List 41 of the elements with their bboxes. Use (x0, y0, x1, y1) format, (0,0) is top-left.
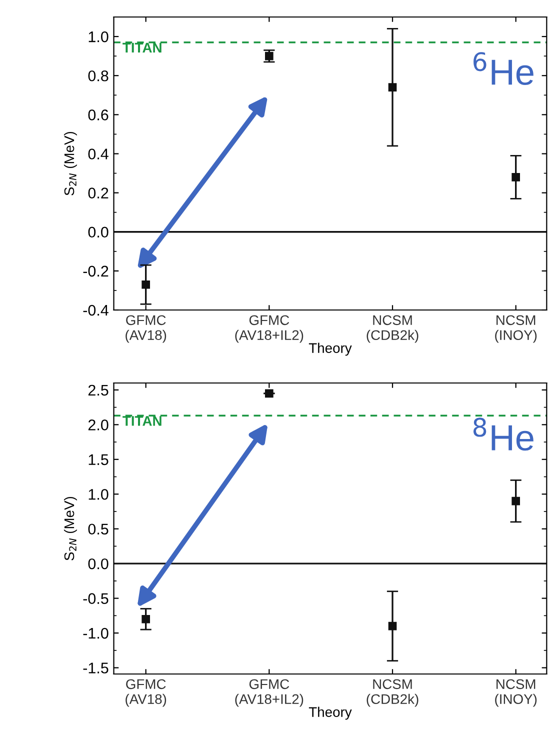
y-tick-label: -0.5 (83, 593, 108, 604)
point (388, 83, 397, 92)
y-tick-label: 0.4 (88, 148, 108, 160)
x-tick-label: NCSM (INOY) (495, 315, 537, 343)
y-tick-label: 0.8 (88, 70, 108, 82)
point (265, 52, 274, 60)
y-tick-label: -1.5 (83, 662, 108, 674)
point (512, 173, 520, 182)
x-tick-label: GFMC (AV18) (126, 315, 166, 343)
y-axis-title: S$_{2N}$ (MeV) (64, 132, 77, 196)
y-tick-label: -0.4 (83, 304, 108, 316)
annotation: $^{6}$He (474, 52, 534, 86)
y-tick-label: 0.2 (88, 188, 108, 198)
y-tick-label: 1.0 (88, 31, 108, 42)
x-tick-label: GFMC (AV18+IL2) (235, 315, 304, 343)
y-tick-label: 1.5 (88, 454, 108, 466)
point (388, 622, 397, 630)
x-tick-label: NCSM (CDB2k) (366, 315, 418, 343)
annotation: $^{8}$He (473, 418, 534, 451)
y-tick-label: -1.0 (83, 628, 108, 639)
x-tick-label: NCSM (INOY) (495, 679, 537, 707)
y-tick-label: 0.0 (88, 226, 108, 238)
x-axis-title: Theory (308, 342, 352, 356)
x-tick-label: GFMC (AV18) (126, 679, 166, 707)
y-tick-label: 0.5 (88, 524, 108, 535)
x-axis-title: Theory (308, 706, 352, 720)
point (512, 496, 520, 506)
point (142, 280, 150, 289)
y-axis-title: S$_{2N}$ (MeV) (64, 496, 77, 560)
point (142, 614, 150, 624)
y-tick-label: 1.0 (88, 488, 108, 500)
point (265, 389, 274, 398)
ref-line-label: TITAN (122, 416, 162, 426)
y-tick-label: 0.6 (88, 110, 108, 120)
y-tick-label: 0.0 (88, 558, 108, 570)
y-tick-label: 2.5 (88, 384, 108, 396)
ref-line-label: TITAN (122, 42, 162, 52)
x-tick-label: GFMC (AV18+IL2) (235, 679, 304, 707)
x-tick-label: NCSM (CDB2k) (366, 679, 418, 707)
y-tick-label: 2.0 (88, 420, 108, 430)
y-tick-label: -0.2 (83, 266, 108, 277)
